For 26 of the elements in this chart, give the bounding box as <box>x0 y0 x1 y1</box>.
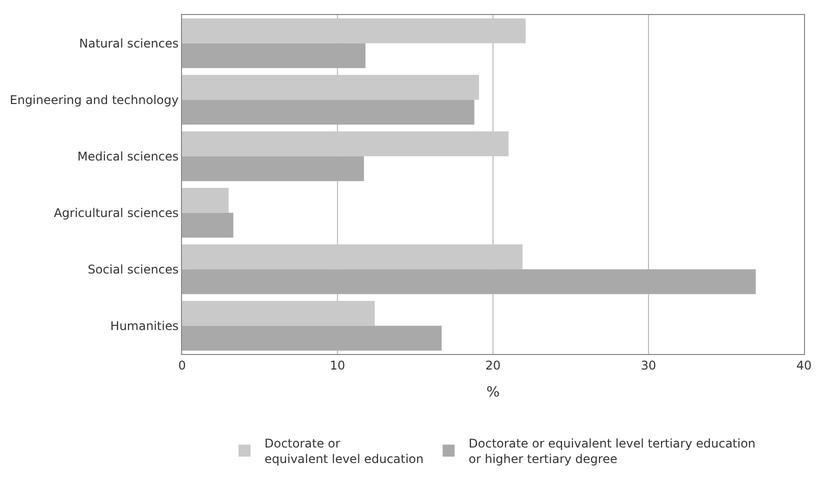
y-tick-label: Social sciences <box>88 262 179 276</box>
bar <box>182 269 756 294</box>
x-tick-label: 40 <box>796 358 812 372</box>
bar <box>182 326 442 351</box>
bar <box>182 131 509 156</box>
bar <box>182 43 366 68</box>
bar <box>182 244 523 270</box>
y-tick-label: Humanities <box>110 318 179 333</box>
x-tick-label: 20 <box>485 358 501 372</box>
x-axis-title: % <box>486 384 500 401</box>
y-tick-label: Medical sciences <box>77 149 179 164</box>
bar <box>182 212 234 238</box>
x-tick-label: 10 <box>330 358 346 372</box>
bar <box>182 74 480 100</box>
bar <box>182 18 526 44</box>
bar <box>182 100 474 125</box>
bar <box>182 300 375 326</box>
legend-label: Doctorate or equivalent level tertiary education or higher tertiary degree <box>468 436 756 466</box>
x-tick-label: 30 <box>640 358 656 372</box>
y-tick-label: Engineering and technology <box>10 92 179 107</box>
bar <box>182 156 364 182</box>
x-tick-label: 0 <box>178 358 186 372</box>
y-tick-label: Agricultural sciences <box>54 206 179 220</box>
bar <box>182 188 229 213</box>
y-tick-label: Natural sciences <box>79 36 179 50</box>
legend-label: Doctorate or equivalent level education <box>264 436 424 466</box>
